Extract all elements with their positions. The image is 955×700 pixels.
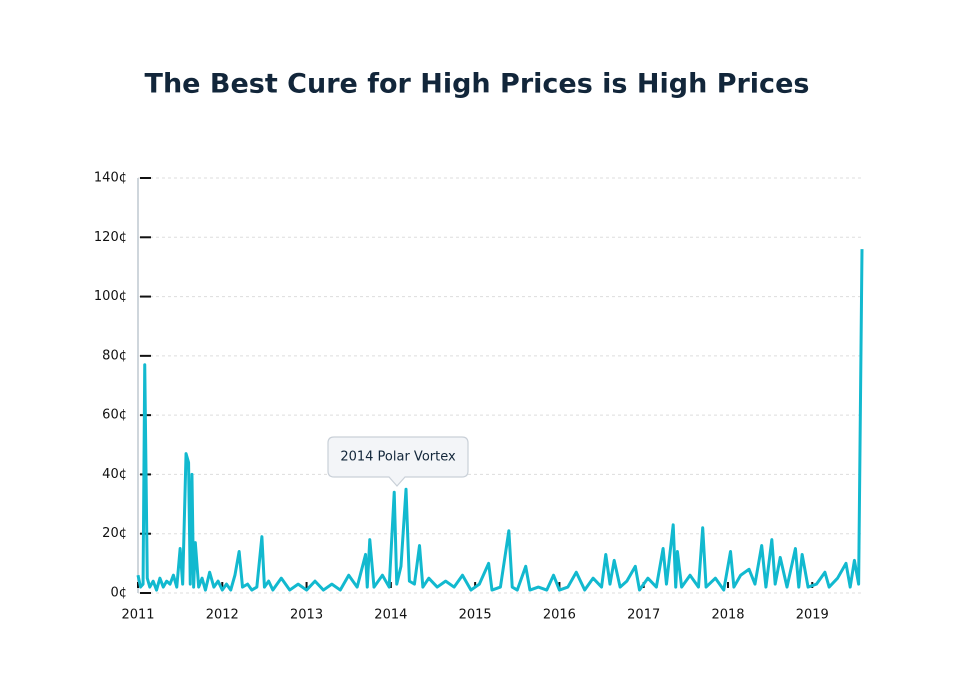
x-tick-label: 2013 [290,608,323,623]
y-tick-label: 140¢ [94,171,127,186]
x-tick-label: 2014 [374,608,407,623]
annotation-text: 2014 Polar Vortex [340,450,456,465]
y-tick-label: 20¢ [102,526,127,541]
x-tick-label: 2019 [796,608,829,623]
x-tick-label: 2015 [459,608,492,623]
y-tick-label: 0¢ [110,586,127,601]
x-tick-label: 2018 [711,608,744,623]
y-tick-label: 120¢ [94,230,127,245]
line [136,249,864,592]
y-tick-label: 80¢ [102,348,127,363]
y-tick-label: 40¢ [102,467,127,482]
y-tick-label: 60¢ [102,408,127,423]
x-tick-label: 2012 [206,608,239,623]
x-tick-label: 2016 [543,608,576,623]
x-tick-label: 2011 [121,608,154,623]
annotation: 2014 Polar Vortex [327,436,469,487]
x-tick-label: 2017 [627,608,660,623]
chart-title: The Best Cure for High Prices is High Pr… [145,69,810,100]
annotation-box [327,436,469,487]
y-tick-label: 100¢ [94,289,127,304]
